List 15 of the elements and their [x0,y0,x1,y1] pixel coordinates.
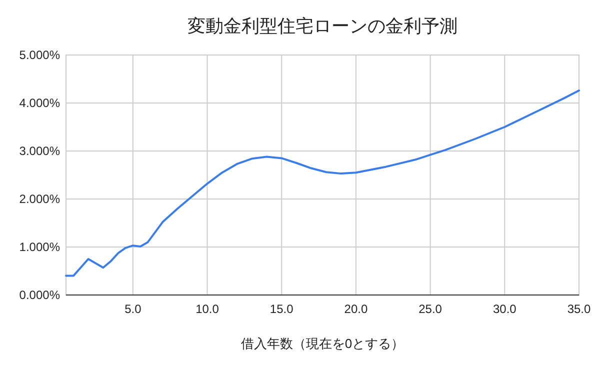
x-tick-label: 10.0 [196,302,220,316]
chart-title: 変動金利型住宅ローンの金利予測 [188,16,458,36]
x-tick-label: 25.0 [418,302,442,316]
x-tick-label: 5.0 [124,302,142,316]
y-tick-label: 0.000% [19,288,60,302]
x-tick-label: 35.0 [567,302,591,316]
y-tick-label: 1.000% [19,240,60,254]
y-tick-label: 3.000% [19,144,60,158]
y-tick-label: 5.000% [19,48,60,62]
y-tick-label: 2.000% [19,192,60,206]
x-tick-label: 15.0 [270,302,294,316]
x-tick-label: 20.0 [344,302,368,316]
x-axis-title: 借入年数（現在を0とする） [240,336,404,351]
y-tick-label: 4.000% [19,96,60,110]
x-tick-label: 30.0 [492,302,517,316]
